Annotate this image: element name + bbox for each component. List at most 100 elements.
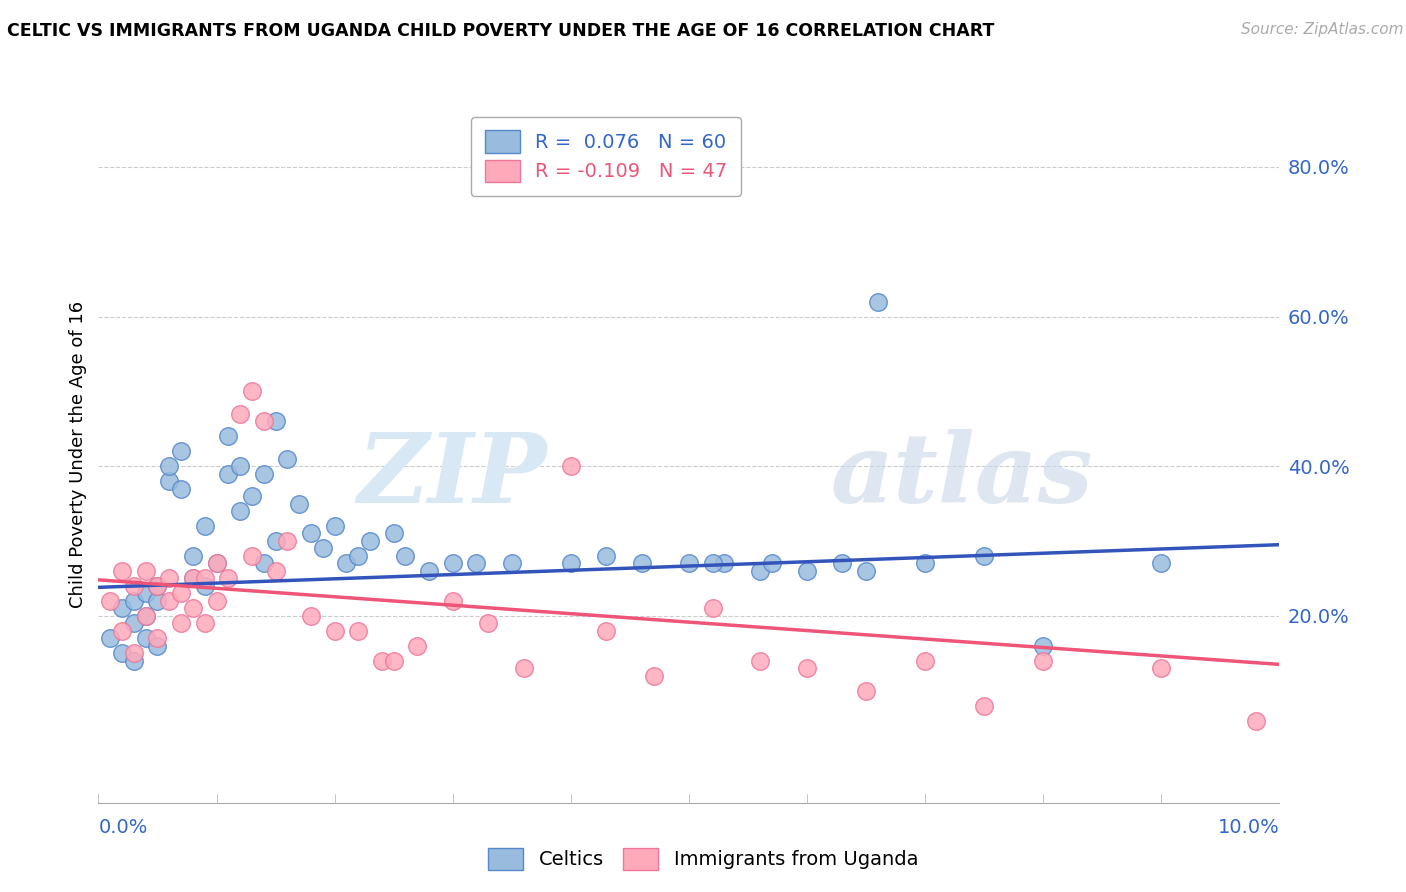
Point bbox=[157, 474, 180, 488]
Point bbox=[866, 294, 889, 309]
Point bbox=[111, 646, 134, 660]
Point bbox=[560, 557, 582, 571]
Point bbox=[1244, 714, 1267, 728]
Point bbox=[748, 564, 770, 578]
Point bbox=[441, 557, 464, 571]
Point bbox=[855, 683, 877, 698]
Point bbox=[111, 601, 134, 615]
Point bbox=[323, 519, 346, 533]
Legend: Celtics, Immigrants from Uganda: Celtics, Immigrants from Uganda bbox=[479, 839, 927, 878]
Point bbox=[630, 557, 652, 571]
Point bbox=[181, 571, 204, 585]
Point bbox=[194, 616, 217, 631]
Point bbox=[914, 654, 936, 668]
Point bbox=[98, 594, 121, 608]
Text: 10.0%: 10.0% bbox=[1218, 818, 1279, 837]
Point bbox=[796, 564, 818, 578]
Point bbox=[122, 616, 145, 631]
Point bbox=[595, 549, 617, 563]
Point bbox=[146, 594, 169, 608]
Y-axis label: Child Poverty Under the Age of 16: Child Poverty Under the Age of 16 bbox=[69, 301, 87, 608]
Point bbox=[170, 444, 193, 458]
Point bbox=[170, 616, 193, 631]
Text: atlas: atlas bbox=[831, 429, 1094, 523]
Text: ZIP: ZIP bbox=[357, 429, 547, 523]
Point bbox=[264, 414, 287, 428]
Point bbox=[371, 654, 394, 668]
Point bbox=[146, 579, 169, 593]
Point bbox=[595, 624, 617, 638]
Point bbox=[157, 459, 180, 474]
Point bbox=[418, 564, 440, 578]
Point bbox=[135, 631, 157, 645]
Point bbox=[122, 594, 145, 608]
Point bbox=[146, 639, 169, 653]
Point bbox=[1032, 654, 1054, 668]
Point bbox=[111, 564, 134, 578]
Point bbox=[146, 579, 169, 593]
Point bbox=[501, 557, 523, 571]
Point bbox=[170, 586, 193, 600]
Point bbox=[264, 533, 287, 548]
Point bbox=[702, 601, 724, 615]
Point bbox=[157, 571, 180, 585]
Point bbox=[299, 608, 322, 623]
Point bbox=[347, 549, 370, 563]
Point bbox=[229, 459, 252, 474]
Point bbox=[748, 654, 770, 668]
Text: CELTIC VS IMMIGRANTS FROM UGANDA CHILD POVERTY UNDER THE AGE OF 16 CORRELATION C: CELTIC VS IMMIGRANTS FROM UGANDA CHILD P… bbox=[7, 22, 994, 40]
Point bbox=[406, 639, 429, 653]
Point bbox=[146, 631, 169, 645]
Point bbox=[914, 557, 936, 571]
Point bbox=[170, 482, 193, 496]
Point bbox=[855, 564, 877, 578]
Point bbox=[253, 557, 276, 571]
Point bbox=[194, 519, 217, 533]
Point bbox=[678, 557, 700, 571]
Point bbox=[111, 624, 134, 638]
Point bbox=[122, 579, 145, 593]
Point bbox=[217, 467, 239, 481]
Text: 0.0%: 0.0% bbox=[98, 818, 148, 837]
Point bbox=[240, 489, 263, 503]
Point bbox=[335, 557, 357, 571]
Point bbox=[229, 407, 252, 421]
Point bbox=[288, 497, 311, 511]
Point bbox=[299, 526, 322, 541]
Point bbox=[157, 594, 180, 608]
Point bbox=[205, 557, 228, 571]
Legend: R =  0.076   N = 60, R = -0.109   N = 47: R = 0.076 N = 60, R = -0.109 N = 47 bbox=[471, 117, 741, 195]
Point bbox=[713, 557, 735, 571]
Point bbox=[382, 526, 405, 541]
Point bbox=[240, 384, 263, 399]
Point bbox=[205, 594, 228, 608]
Point bbox=[465, 557, 488, 571]
Point bbox=[441, 594, 464, 608]
Point bbox=[264, 564, 287, 578]
Point bbox=[560, 459, 582, 474]
Point bbox=[240, 549, 263, 563]
Point bbox=[253, 414, 276, 428]
Point bbox=[312, 541, 335, 556]
Point bbox=[194, 571, 217, 585]
Text: Source: ZipAtlas.com: Source: ZipAtlas.com bbox=[1240, 22, 1403, 37]
Point bbox=[135, 608, 157, 623]
Point bbox=[973, 549, 995, 563]
Point bbox=[796, 661, 818, 675]
Point bbox=[1150, 661, 1173, 675]
Point bbox=[1032, 639, 1054, 653]
Point bbox=[181, 571, 204, 585]
Point bbox=[253, 467, 276, 481]
Point bbox=[217, 571, 239, 585]
Point bbox=[1150, 557, 1173, 571]
Point bbox=[205, 557, 228, 571]
Point bbox=[229, 504, 252, 518]
Point bbox=[512, 661, 534, 675]
Point bbox=[194, 579, 217, 593]
Point bbox=[382, 654, 405, 668]
Point bbox=[347, 624, 370, 638]
Point bbox=[643, 668, 665, 682]
Point bbox=[181, 549, 204, 563]
Point bbox=[135, 608, 157, 623]
Point bbox=[135, 564, 157, 578]
